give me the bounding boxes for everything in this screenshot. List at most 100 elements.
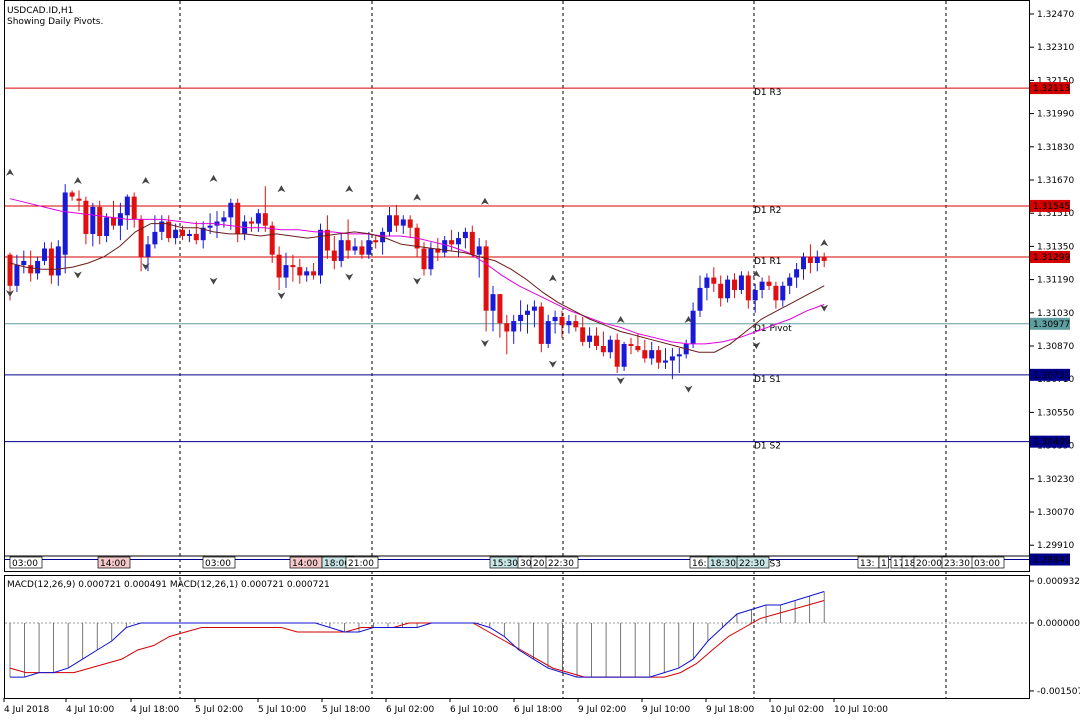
price-tick-label: 1.30230 <box>1037 475 1074 485</box>
candle-body <box>290 265 296 268</box>
candle-body <box>456 238 461 245</box>
price-tick-label: 1.32310 <box>1037 43 1074 53</box>
candle-body <box>704 277 710 288</box>
candle-body <box>690 310 696 344</box>
fractal-down-marker <box>413 277 422 285</box>
fractal-up-marker <box>480 197 489 205</box>
session-label-box <box>202 556 236 569</box>
session-label: 20: <box>533 559 547 569</box>
pivots-subtitle: Showing Daily Pivots. <box>7 17 103 27</box>
candle-body <box>207 225 213 228</box>
time-tick-label: 4 Jul 10:00 <box>66 705 115 715</box>
time-tick-label: 5 Jul 02:00 <box>195 705 244 715</box>
pivot-price-box <box>1030 435 1070 448</box>
price-tick-label: 1.31830 <box>1037 143 1074 153</box>
session-label: 18 <box>904 559 916 569</box>
candle-body <box>642 350 648 359</box>
candle-body <box>311 271 317 276</box>
session-label: 20:00 <box>916 559 942 569</box>
fractal-up-marker <box>684 316 693 324</box>
pivot-line-label: D1 R1 <box>754 257 782 267</box>
fractal-up-marker <box>277 185 286 193</box>
pivot-line-label: D1 R2 <box>754 206 782 216</box>
macd-signal-line <box>9 600 825 678</box>
candle-body <box>200 227 206 241</box>
fractal-up-marker <box>73 177 82 184</box>
candle-body <box>104 217 110 237</box>
session-label: 18:00 <box>324 559 350 569</box>
time-tick-label: 9 Jul 02:00 <box>578 705 627 715</box>
macd-indicator <box>9 591 825 678</box>
candle-body <box>580 327 586 342</box>
fractal-down-marker <box>141 263 150 271</box>
candle-body <box>42 248 47 261</box>
moving-averages <box>9 198 825 353</box>
candle-body <box>297 267 303 276</box>
candle-body <box>697 287 703 311</box>
candle-body <box>614 339 620 367</box>
candle-body <box>511 321 517 332</box>
session-label-box <box>545 556 579 569</box>
fractal-down-marker <box>209 277 218 285</box>
candle-body <box>159 221 165 232</box>
macd-label: MACD(12,26,9) 0.000721 0.000491 MACD(12,… <box>7 580 330 590</box>
session-label: 03:00 <box>12 559 38 569</box>
session-label: 16: <box>692 559 706 569</box>
candle-body <box>559 316 565 326</box>
candle-body <box>76 198 82 201</box>
time-tick-label: 5 Jul 18:00 <box>322 705 371 715</box>
day-separators <box>179 1 947 698</box>
candle-body <box>545 321 551 344</box>
price-tick-label: 1.30070 <box>1037 508 1074 518</box>
session-label: 18:30 <box>710 559 736 569</box>
fractal-up-marker <box>345 185 354 193</box>
candle-body <box>663 360 668 363</box>
pivot-price-box-label: 1.30731 <box>1033 371 1070 381</box>
fractal-up-marker <box>752 270 761 278</box>
pivot-price-box-label: 1.31545 <box>1033 202 1070 212</box>
price-tick-label: 1.31190 <box>1037 276 1074 286</box>
candle-body <box>249 221 254 224</box>
fractal-up-marker <box>616 316 625 324</box>
candle-body <box>345 240 351 251</box>
session-label-box <box>736 556 770 569</box>
time-tick-label: 9 Jul 18:00 <box>706 705 755 715</box>
candle-body <box>173 229 179 239</box>
candle-body <box>656 350 662 363</box>
fractal-markers <box>6 168 829 393</box>
time-tick-label: 6 Jul 10:00 <box>450 705 499 715</box>
candle-body <box>97 206 103 237</box>
session-label-box <box>9 556 43 569</box>
session-label: 15:30 <box>492 559 518 569</box>
candle-body <box>7 254 13 286</box>
candle-body <box>62 192 68 255</box>
candle-body <box>628 343 634 346</box>
candle-body <box>352 246 358 251</box>
fractal-up-marker <box>548 274 557 282</box>
candle-body <box>421 248 427 270</box>
candle-body <box>814 256 820 263</box>
candle-body <box>407 219 413 228</box>
candle-body <box>669 356 675 361</box>
pivot-line-label: D1 Pivot <box>754 324 792 334</box>
fractal-up-marker <box>413 193 422 201</box>
candle-body <box>69 192 75 197</box>
pivot-price-box <box>1030 368 1070 381</box>
candle-body <box>780 285 786 301</box>
candle-body <box>442 240 448 253</box>
time-tick-label: 5 Jul 10:00 <box>258 705 307 715</box>
time-tick-label: 10 Jul 10:00 <box>834 705 888 715</box>
candle-body <box>732 279 737 290</box>
candle-body <box>807 256 813 263</box>
session-label: 03:00 <box>974 559 1000 569</box>
time-tick-label: 9 Jul 10:00 <box>642 705 691 715</box>
candle-body <box>387 215 392 232</box>
price-tick-label: 1.32150 <box>1037 76 1074 86</box>
candle-body <box>359 246 365 255</box>
macd-plot-frame <box>4 575 1030 699</box>
candle-body <box>607 339 613 353</box>
pivot-price-labels: 1.32113 1.31545 1.31299 1.30977 1.30731 1.304… <box>1030 82 1070 566</box>
fractal-down-marker <box>277 292 286 300</box>
candle-body <box>525 310 530 315</box>
